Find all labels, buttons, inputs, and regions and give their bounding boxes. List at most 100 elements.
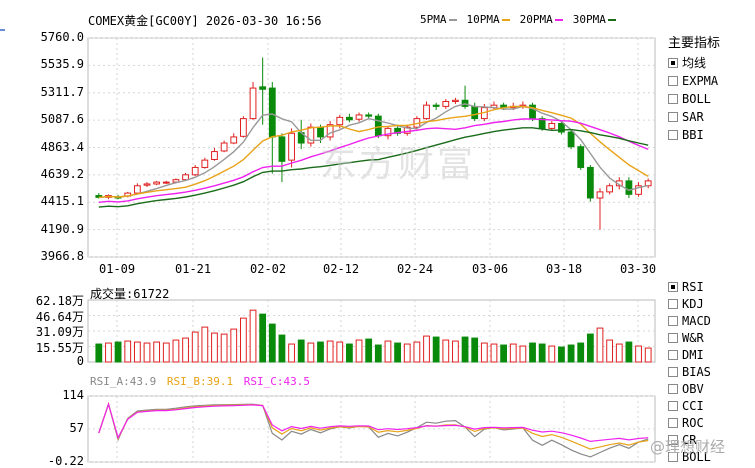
volume-bar [384,340,392,363]
price-tick-label: 4415.1 [40,194,84,209]
volume-bar [220,333,228,363]
sub-indicator-option[interactable]: ROC [668,414,704,431]
checkbox[interactable] [668,417,678,428]
candle-body [558,122,565,133]
volume-bar [374,344,382,363]
indicator-label: 均线 [682,56,707,70]
rsi-tick-label: 57 [69,420,84,435]
main-indicator-option[interactable]: BOLL [668,90,711,107]
volume-bar [162,342,170,363]
candle-body [403,126,411,134]
ma10-line [98,105,649,199]
main-indicator-option[interactable]: SAR [668,108,704,125]
volume-bar [586,333,594,363]
candle-body [596,191,604,199]
sub-indicator-option[interactable]: OBV [668,380,704,397]
candle-body [153,181,161,185]
candle-body [577,146,585,168]
sub-indicator-option[interactable]: KDJ [668,295,704,312]
candle-body [625,180,633,195]
volume-bar [105,342,112,363]
candle-body [143,183,151,186]
candle-body [211,151,218,161]
volume-bar [577,342,585,363]
checkbox[interactable] [668,434,678,445]
checkbox[interactable] [668,57,678,68]
candle-body [538,118,546,129]
candle-body [239,118,247,137]
candle-body [191,166,199,176]
volume-bar [519,345,527,363]
checkbox[interactable] [668,281,678,292]
sub-indicator-option[interactable]: CR [668,431,696,448]
volume-bar [326,340,334,363]
sub-indicator-option[interactable]: RSI [668,278,704,295]
checkbox[interactable] [668,298,678,309]
volume-bar [461,336,469,363]
candle-body [133,185,141,194]
ma20-line [98,118,649,203]
volume-bar [153,341,161,363]
volume-bar [596,327,604,363]
checkbox[interactable] [668,129,678,140]
checkbox[interactable] [668,400,678,411]
sub-indicator-option[interactable]: BIAS [668,363,711,380]
candle-body [355,114,363,120]
ma5-line [98,103,649,199]
candle-body [452,99,459,103]
chart-title: COMEX黄金[GC00Y] 2026-03-30 16:56 [88,14,322,28]
volume-bar [471,337,479,363]
checkbox[interactable] [668,383,678,394]
checkbox[interactable] [668,75,678,86]
ma-legend-30: 30PMA [573,13,616,26]
sub-indicator-option[interactable]: BOLL [668,448,711,465]
candle-body [567,131,575,148]
checkbox[interactable] [668,93,678,104]
volume-bar [567,344,575,363]
rsi-tick-label: 114 [62,388,84,402]
volume-bar [114,341,122,363]
candle-body [365,114,373,117]
candle-body [346,116,353,121]
sub-indicator-option[interactable]: W&R [668,329,704,346]
indicator-label: EXPMA [682,73,719,88]
date-tick-label: 03-30 [620,262,657,276]
checkbox[interactable] [668,315,678,326]
volume-bar [355,339,363,363]
volume-bar [211,332,218,363]
sub-indicator-option[interactable]: MACD [668,312,711,329]
main-indicator-option[interactable]: 均线 [668,54,706,71]
checkbox[interactable] [668,349,678,360]
watermark-logo: 东方财富 [320,144,477,185]
main-indicator-option[interactable]: EXPMA [668,72,718,89]
indicator-label: KDJ [682,296,704,311]
volume-bar [500,344,508,363]
price-tick-label: 4639.2 [40,166,84,181]
rsi-legend: RSI_A:43.9 RSI_B:39.1 RSI_C:43.5 [90,375,310,388]
rsi-c-label: RSI_C:43.5 [243,375,310,388]
sub-indicator-option[interactable]: DMI [668,346,704,363]
date-tick-label: 01-21 [175,262,212,276]
indicator-panel-title: 主要指标 [668,36,721,51]
candle-body [606,185,614,193]
volume-bar [529,342,536,363]
volume-bar [490,343,498,363]
sub-indicator-option[interactable]: CCI [668,397,704,414]
volume-bar [423,335,430,363]
main-indicator-option[interactable]: BBI [668,126,704,143]
rsi-a-label: RSI_A:43.9 [90,375,157,388]
volume-tick-label: 46.64万 [35,309,84,324]
volume-bar [317,341,324,363]
volume-bar [625,341,633,363]
checkbox[interactable] [668,451,678,462]
checkbox[interactable] [668,366,678,377]
volume-bar [307,342,315,363]
price-tick-label: 4863.4 [40,139,84,154]
checkbox[interactable] [668,332,678,343]
indicator-label: SAR [682,109,704,124]
checkbox[interactable] [668,111,678,122]
volume-bar [288,343,295,363]
volume-bar [336,341,344,363]
indicator-label: RSI [682,279,704,294]
